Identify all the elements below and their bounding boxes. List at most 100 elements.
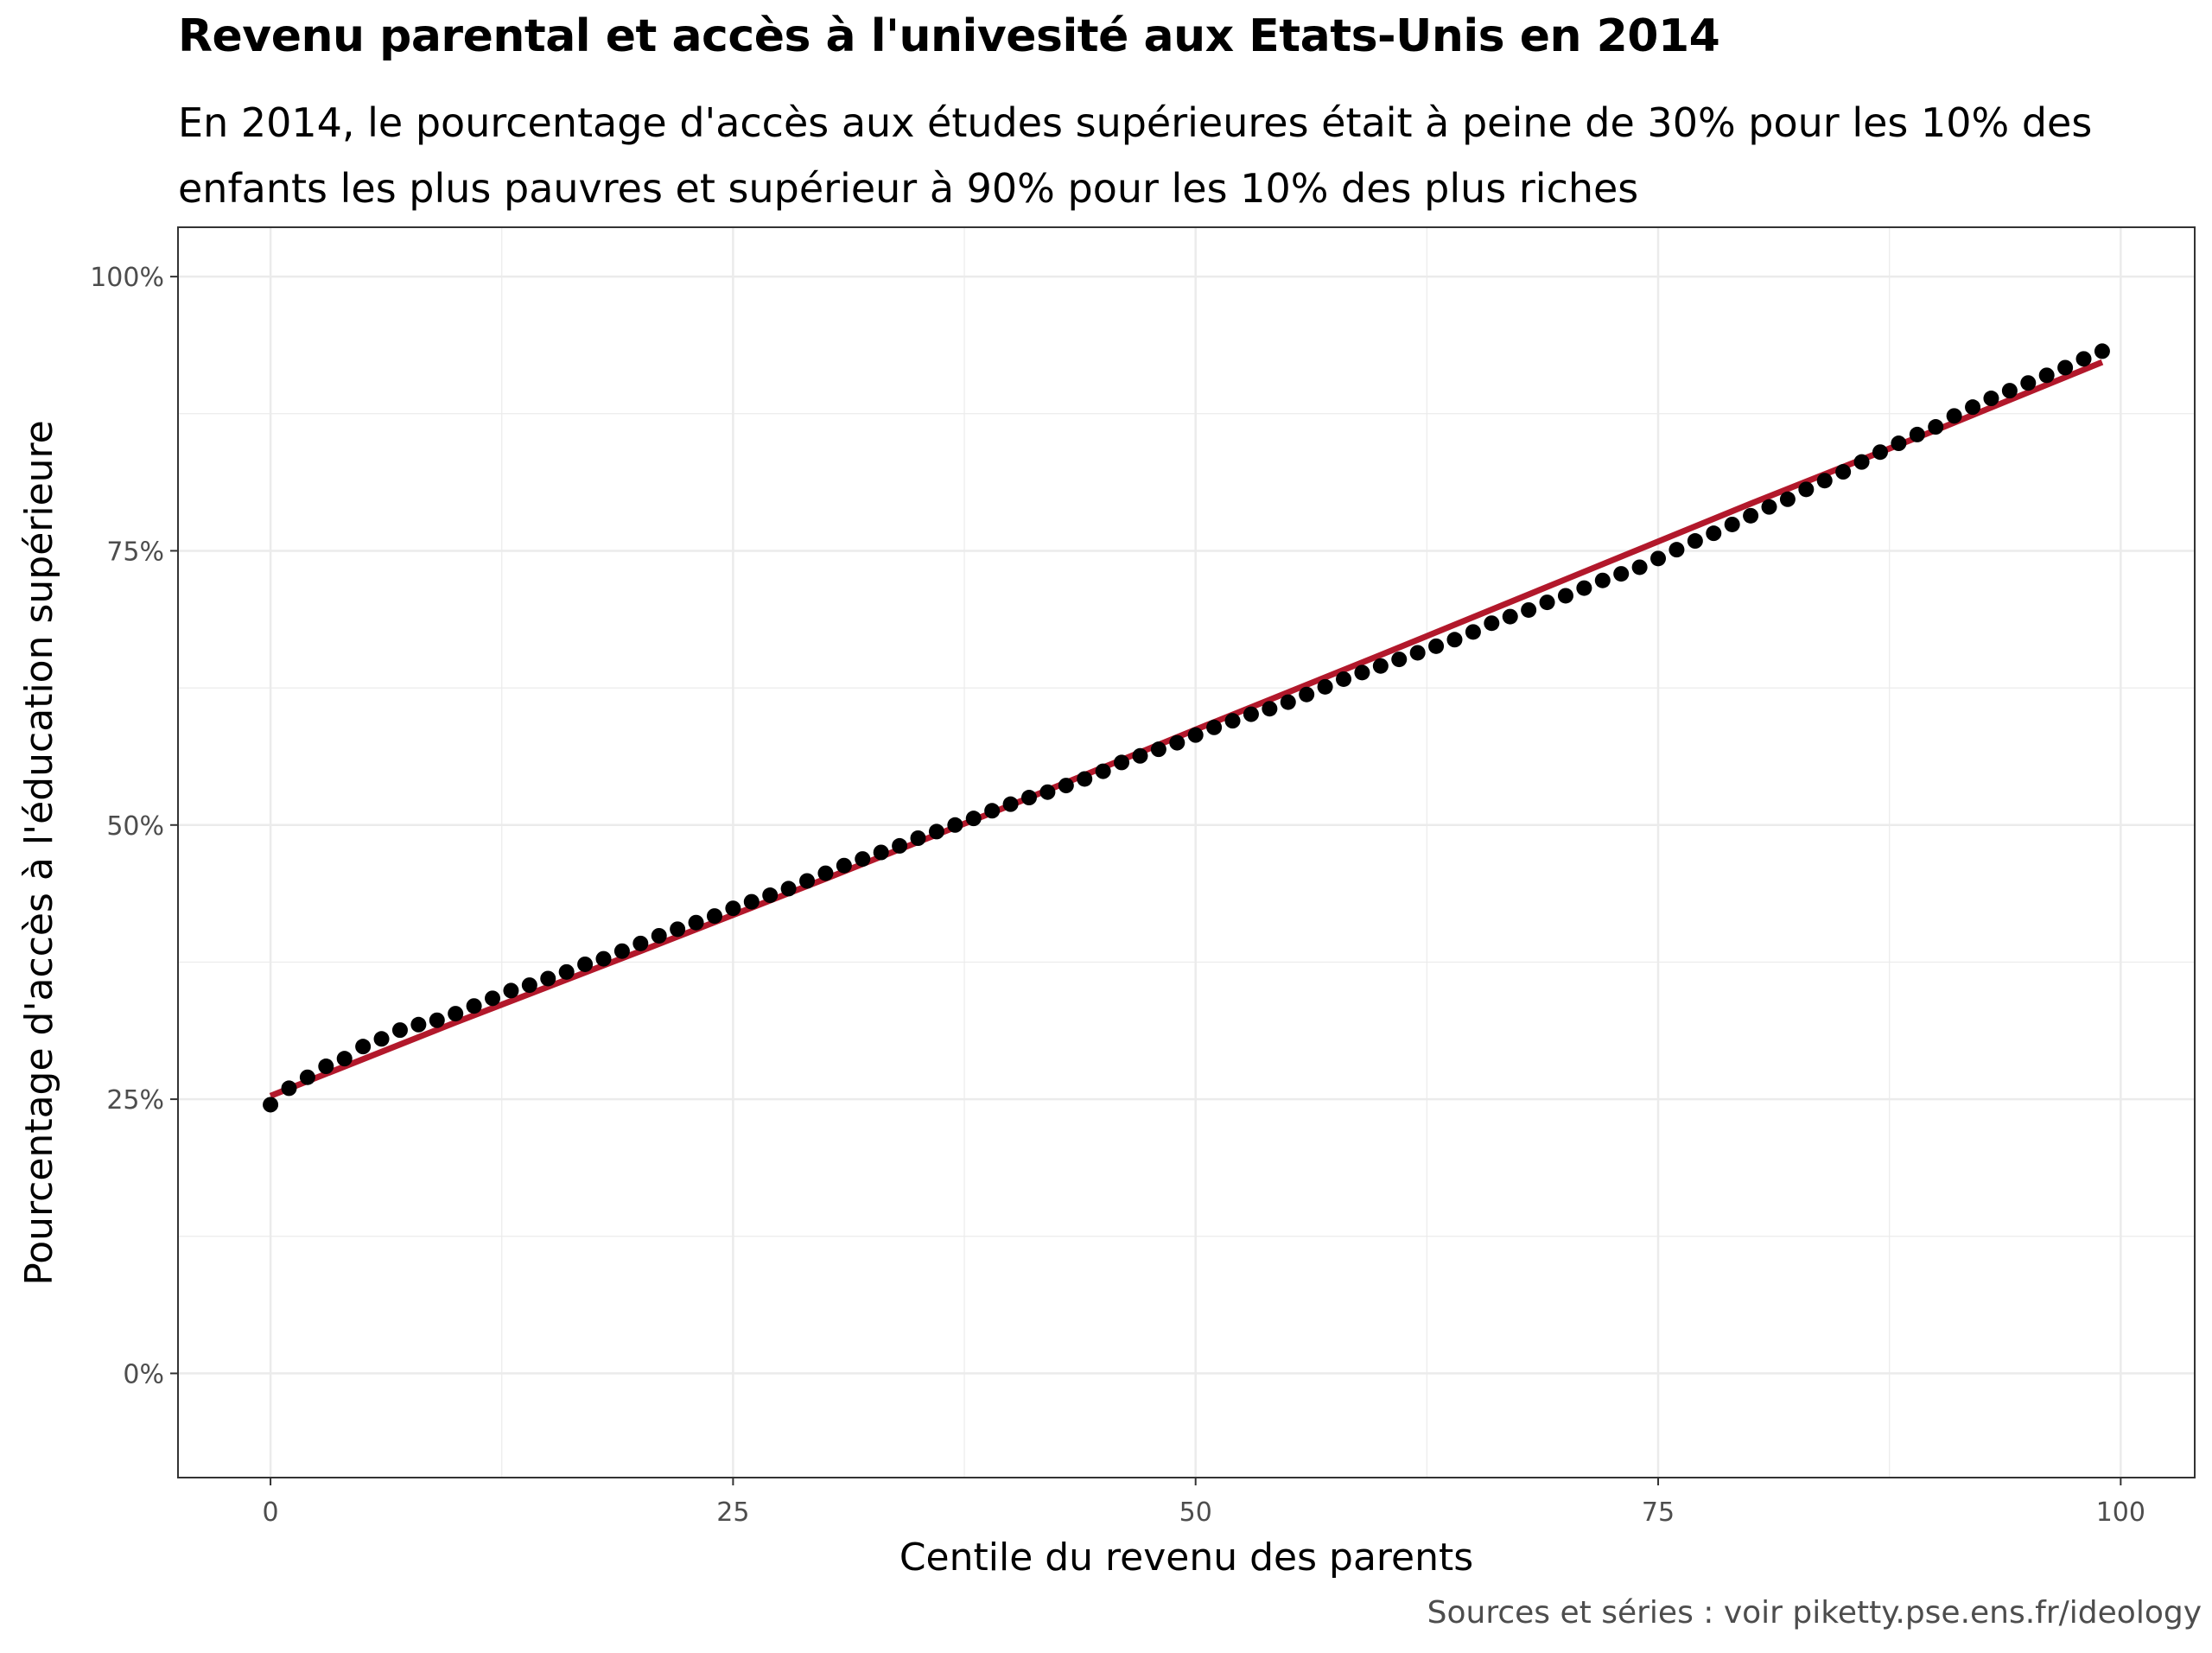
data-point: [670, 921, 686, 938]
data-point: [1928, 419, 1944, 436]
y-tick-label: 25%: [106, 1085, 164, 1116]
data-point: [1095, 763, 1111, 779]
data-point: [521, 977, 537, 994]
data-point: [1020, 790, 1037, 806]
data-point: [1909, 426, 1925, 442]
data-point: [1631, 559, 1648, 575]
data-point: [1132, 747, 1148, 764]
data-point: [1724, 516, 1740, 532]
data-point: [836, 857, 852, 874]
y-tick-label: 0%: [123, 1359, 164, 1389]
data-point: [1576, 580, 1592, 596]
data-point: [1521, 601, 1537, 618]
data-point: [1761, 499, 1777, 515]
data-point: [595, 950, 612, 967]
data-point: [1465, 624, 1481, 640]
data-point: [688, 914, 704, 931]
data-points: [263, 343, 2110, 1113]
y-tick-label: 75%: [106, 537, 164, 567]
data-point: [1224, 713, 1241, 729]
data-point: [1446, 632, 1463, 648]
data-point: [1779, 491, 1796, 507]
data-point: [263, 1097, 279, 1113]
data-point: [1058, 778, 1074, 794]
data-point: [965, 811, 982, 827]
x-axis-title: Centile du revenu des parents: [899, 1535, 1473, 1580]
data-point: [1891, 436, 1907, 452]
data-point: [373, 1031, 390, 1047]
data-point: [429, 1012, 445, 1028]
x-tick-label: 0: [263, 1497, 279, 1528]
x-tick-label: 100: [2096, 1497, 2145, 1528]
data-point: [318, 1059, 334, 1075]
data-point: [1798, 481, 1815, 498]
data-point: [2020, 375, 2037, 391]
data-point: [448, 1006, 464, 1022]
data-point: [558, 963, 575, 980]
data-point: [1816, 473, 1833, 489]
data-point: [1853, 454, 1870, 470]
data-point: [466, 998, 482, 1014]
data-point: [1650, 550, 1667, 567]
data-point: [1484, 615, 1500, 632]
data-point: [1372, 658, 1389, 674]
data-point: [1965, 399, 1981, 416]
data-point: [1317, 678, 1333, 695]
data-point: [1594, 572, 1611, 588]
data-point: [1077, 771, 1093, 787]
data-point: [410, 1016, 427, 1033]
data-point: [577, 956, 594, 972]
data-point: [1391, 652, 1408, 668]
data-point: [1169, 734, 1185, 751]
data-point: [632, 935, 649, 951]
data-point: [1002, 796, 1019, 812]
data-point: [1743, 507, 1759, 524]
source-caption: Sources et séries : voir piketty.pse.ens…: [1427, 1595, 2202, 1631]
data-point: [1983, 391, 1999, 407]
data-point: [984, 803, 1001, 819]
data-point: [1872, 444, 1888, 461]
y-tick-label: 50%: [106, 811, 164, 842]
data-point: [1557, 588, 1573, 604]
data-point: [2001, 383, 2018, 399]
data-point: [2057, 359, 2074, 376]
data-point: [485, 990, 501, 1007]
data-point: [1114, 754, 1130, 771]
data-point: [928, 823, 944, 840]
data-point: [892, 837, 908, 854]
data-point: [1613, 566, 1630, 582]
data-point: [1502, 608, 1518, 625]
data-point: [706, 908, 722, 925]
data-point: [1835, 464, 1852, 480]
data-point: [910, 830, 926, 846]
data-point: [1243, 706, 1259, 722]
data-point: [855, 851, 871, 868]
data-point: [355, 1039, 372, 1055]
x-tick-label: 75: [1642, 1497, 1675, 1528]
data-point: [2094, 343, 2110, 359]
data-point: [1280, 694, 1296, 710]
data-point: [336, 1051, 353, 1067]
data-point: [651, 927, 667, 944]
x-tick-label: 50: [1179, 1497, 1212, 1528]
data-point: [1354, 664, 1370, 681]
data-point: [762, 887, 779, 904]
data-point: [873, 844, 889, 861]
data-point: [1039, 784, 1056, 800]
data-point: [780, 881, 797, 897]
data-point: [1336, 671, 1352, 687]
data-point: [1687, 533, 1703, 550]
data-point: [1428, 638, 1445, 654]
data-point: [1946, 408, 1962, 424]
chart-title: Revenu parental et accès à l'univesité a…: [178, 10, 1720, 62]
data-point: [1187, 727, 1204, 743]
data-point: [1299, 686, 1315, 703]
data-point: [1706, 525, 1722, 542]
data-point: [2075, 351, 2092, 367]
data-point: [1262, 701, 1278, 717]
grid-major: [178, 227, 2195, 1478]
data-point: [799, 873, 816, 889]
data-point: [2038, 367, 2055, 384]
y-tick-label: 100%: [90, 263, 164, 293]
